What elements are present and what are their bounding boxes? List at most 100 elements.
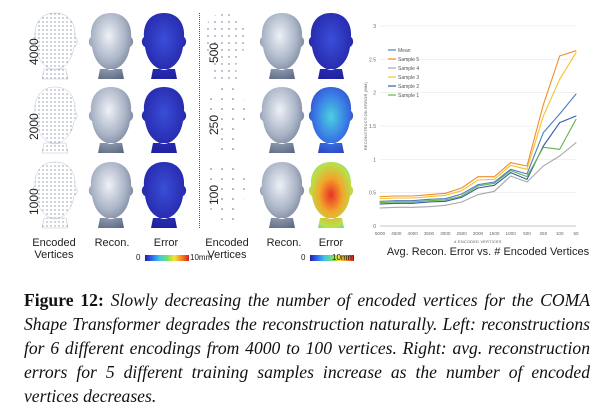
data-point (428, 206, 430, 208)
data-point (559, 113, 561, 115)
y-tick-label: 2 (373, 91, 376, 97)
data-point (575, 50, 577, 52)
figure: 4000 2000 1000 500 250 100 Encoded Verti… (10, 5, 590, 262)
data-point (526, 168, 528, 170)
data-point (559, 55, 561, 57)
data-point (542, 165, 544, 167)
data-point (395, 201, 397, 203)
reconstruction-grid: 4000 2000 1000 500 250 100 Encoded Verti… (10, 5, 355, 262)
data-point (461, 195, 463, 197)
data-point (542, 146, 544, 148)
reconstruction-render (259, 162, 305, 228)
data-point (444, 198, 446, 200)
data-point (379, 200, 381, 202)
legend-label: Sample 3 (398, 75, 419, 81)
caption-label: Figure 12: (24, 290, 104, 310)
data-point (444, 194, 446, 196)
data-point (510, 170, 512, 172)
reconstruction-render (88, 162, 134, 228)
data-point (510, 164, 512, 166)
error-render (308, 162, 354, 228)
col-label-recon-right: Recon. (266, 237, 302, 249)
legend-label: Sample 1 (398, 93, 419, 99)
data-point (559, 155, 561, 157)
col-label-encoded-left-text: Encoded Vertices (32, 237, 76, 261)
x-tick-label: 3000 (440, 231, 451, 236)
y-tick-label: 3 (373, 24, 376, 30)
data-point (395, 200, 397, 202)
error-render (308, 87, 354, 153)
encoded-vertices-render (32, 161, 78, 229)
data-point (559, 122, 561, 124)
data-point (395, 202, 397, 204)
x-tick-label: 500 (523, 231, 531, 236)
legend-label: Sample 2 (398, 84, 419, 90)
data-point (395, 206, 397, 208)
colorbar-left (145, 255, 189, 261)
data-point (444, 192, 446, 194)
data-point (412, 201, 414, 203)
panel-divider (199, 13, 200, 228)
data-point (493, 176, 495, 178)
x-tick-label: 1000 (506, 231, 517, 236)
x-tick-label: 2000 (473, 231, 484, 236)
data-point (379, 198, 381, 200)
encoded-vertices-render (202, 87, 248, 153)
data-point (428, 198, 430, 200)
reconstruction-render (259, 87, 305, 153)
y-axis-title: RECONSTRUCTION ERROR (MM) (364, 82, 368, 150)
data-point (575, 118, 577, 120)
col-label-error-right: Error (318, 237, 344, 249)
legend-label: Sample 5 (398, 57, 419, 63)
y-tick-label: 0.5 (369, 191, 376, 197)
data-point (444, 199, 446, 201)
chart-footer-title: Avg. Recon. Error vs. # Encoded Vertices (387, 246, 590, 258)
caption-text: Slowly decreasing the number of encoded … (24, 290, 590, 406)
data-point (526, 173, 528, 175)
col-label-recon-left: Recon. (94, 237, 130, 249)
data-point (428, 196, 430, 198)
data-point (412, 195, 414, 197)
data-point (412, 206, 414, 208)
col-label-encoded-right: Encoded Vertices (203, 237, 251, 261)
data-point (559, 78, 561, 80)
error-render (141, 162, 187, 228)
y-tick-label: 1.5 (369, 124, 376, 130)
reconstruction-render (88, 87, 134, 153)
x-tick-label: 100 (556, 231, 564, 236)
x-tick-label: 2500 (457, 231, 468, 236)
data-point (444, 200, 446, 202)
data-point (477, 194, 479, 196)
data-point (395, 197, 397, 199)
data-point (461, 201, 463, 203)
data-point (493, 184, 495, 186)
data-point (461, 193, 463, 195)
error-render (141, 13, 187, 79)
data-point (575, 93, 577, 95)
x-tick-label: 4500 (391, 231, 402, 236)
data-point (575, 52, 577, 54)
x-tick-label: 1500 (489, 231, 500, 236)
data-point (428, 200, 430, 202)
data-point (477, 176, 479, 178)
x-tick-label: 50 (573, 231, 579, 236)
colorbar-left-min: 0 (136, 253, 141, 262)
data-point (477, 187, 479, 189)
data-point (379, 207, 381, 209)
y-tick-label: 1 (373, 157, 376, 163)
head-renders (32, 12, 354, 229)
colorbar-right (310, 255, 354, 261)
data-point (444, 204, 446, 206)
legend-label: Mean (398, 48, 411, 54)
data-point (461, 196, 463, 198)
data-point (542, 132, 544, 134)
error-line-chart: 0 0.5 1 1.5 2 2.5 3 5000 4500 4000 3500 3000 2500 200… (364, 24, 590, 258)
data-point (542, 145, 544, 147)
col-label-encoded-left: Encoded Vertices (30, 237, 78, 261)
col-label-error-left: Error (153, 237, 179, 249)
encoded-vertices-render (32, 86, 78, 154)
data-point (477, 184, 479, 186)
data-point (461, 187, 463, 189)
y-tick-label: 2.5 (369, 57, 376, 63)
reconstruction-render (88, 13, 134, 79)
